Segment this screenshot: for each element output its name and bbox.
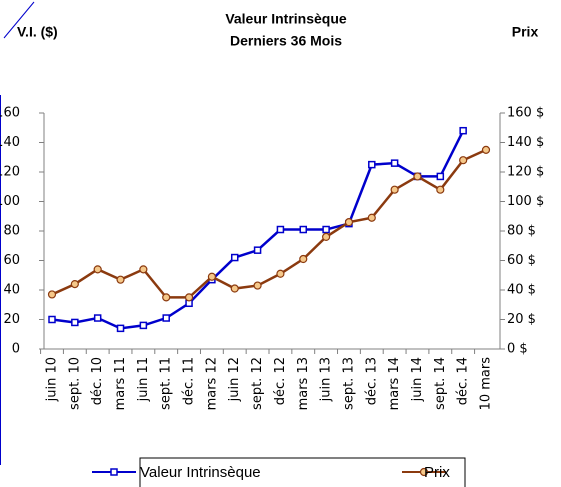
- data-point: [93, 265, 102, 274]
- data-point: [116, 275, 125, 284]
- x-tick-label: juin 13: [319, 357, 334, 402]
- frame-edge: [3, 1, 35, 39]
- data-point: [48, 315, 56, 324]
- data-point: [322, 232, 331, 241]
- x-tick-label: mars 13: [296, 357, 311, 410]
- y2-tick-label: 160 $: [507, 106, 544, 121]
- data-point: [184, 293, 194, 302]
- data-point: [436, 185, 445, 194]
- x-tick-label: juin 14: [410, 357, 425, 402]
- legend-label: Valeur Intrinsèque: [140, 464, 261, 481]
- data-point: [368, 160, 376, 169]
- y2-tick-label: 80 $: [507, 224, 536, 239]
- y-tick-label: 120: [0, 165, 20, 180]
- x-tick-label: sept. 12: [250, 357, 265, 410]
- y-tick-label: 0: [12, 342, 20, 357]
- x-tick-label: sept. 10: [67, 357, 82, 410]
- y2-tick-label: 40 $: [507, 283, 536, 298]
- data-point: [344, 218, 354, 227]
- y2-tick-label: 0 $: [507, 342, 528, 357]
- data-point: [481, 145, 491, 154]
- data-point: [47, 290, 57, 299]
- x-tick-label: déc. 11: [182, 357, 197, 405]
- data-point: [93, 314, 102, 322]
- y2-tick-label: 60 $: [507, 253, 536, 268]
- y2-axis-label: Prix: [512, 24, 539, 40]
- data-point: [253, 281, 262, 290]
- series-line: [51, 148, 487, 299]
- y-tick-label: 60: [3, 253, 20, 268]
- legend-label: Prix: [424, 464, 450, 481]
- legend-marker: [110, 468, 118, 476]
- y-tick-label: 40: [3, 283, 20, 298]
- x-tick-label: sept. 11: [159, 357, 174, 410]
- y-tick-label: 140: [0, 135, 20, 150]
- data-point: [390, 185, 399, 194]
- data-point: [230, 284, 239, 293]
- y-tick-label: 160: [0, 106, 20, 121]
- data-point: [207, 272, 216, 281]
- chart-title: Valeur Intrinsèque: [225, 11, 347, 27]
- x-tick-label: mars 11: [113, 357, 128, 410]
- data-point: [299, 254, 308, 264]
- series-line: [51, 130, 465, 330]
- x-tick-label: juin 12: [227, 357, 242, 402]
- x-tick-label: sept. 14: [433, 357, 448, 410]
- data-point: [230, 253, 239, 262]
- data-point: [70, 280, 79, 289]
- x-tick-label: déc. 13: [364, 357, 379, 405]
- x-tick-label: juin 11: [136, 357, 151, 402]
- y-axis-label: V.I. ($): [17, 24, 58, 40]
- data-point: [139, 321, 148, 330]
- y-tick-label: 80: [3, 224, 20, 239]
- y2-tick-label: 20 $: [507, 312, 536, 327]
- x-tick-label: sept. 13: [341, 357, 356, 410]
- y-tick-label: 100: [0, 194, 20, 209]
- x-tick-label: déc. 14: [456, 357, 471, 405]
- legend-marker: [419, 467, 429, 477]
- data-point: [162, 314, 170, 322]
- chart-title: Derniers 36 Mois: [230, 33, 342, 49]
- x-tick-label: déc. 10: [90, 357, 105, 405]
- data-point: [276, 269, 285, 278]
- y-tick-label: 20: [3, 312, 20, 327]
- data-point: [139, 265, 148, 274]
- data-point: [299, 225, 308, 234]
- y2-tick-label: 120 $: [507, 165, 544, 180]
- x-tick-label: déc. 12: [273, 357, 288, 405]
- data-point: [436, 172, 445, 181]
- data-point: [322, 225, 330, 234]
- data-point: [71, 318, 79, 327]
- data-point: [390, 159, 399, 167]
- data-point: [276, 225, 285, 234]
- x-tick-label: 10 mars: [479, 357, 494, 411]
- x-tick-label: mars 14: [387, 357, 402, 410]
- data-point: [459, 126, 467, 135]
- data-point: [116, 324, 125, 333]
- data-point: [162, 293, 171, 302]
- data-point: [253, 246, 262, 254]
- data-point: [367, 213, 376, 222]
- y2-tick-label: 140 $: [507, 135, 544, 150]
- x-tick-label: juin 10: [45, 357, 60, 402]
- x-tick-label: mars 12: [204, 357, 219, 410]
- data-point: [413, 172, 422, 181]
- data-point: [459, 156, 468, 165]
- y2-tick-label: 100 $: [507, 194, 544, 209]
